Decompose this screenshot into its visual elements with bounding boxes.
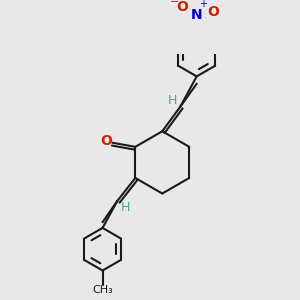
Text: O: O <box>176 0 188 14</box>
Text: +: + <box>199 0 207 9</box>
Text: O: O <box>207 5 219 19</box>
Text: H: H <box>121 201 130 214</box>
Text: −: − <box>170 0 179 7</box>
Text: CH₃: CH₃ <box>92 285 113 295</box>
Text: H: H <box>167 94 177 106</box>
Text: O: O <box>100 134 112 148</box>
Text: N: N <box>191 8 203 22</box>
